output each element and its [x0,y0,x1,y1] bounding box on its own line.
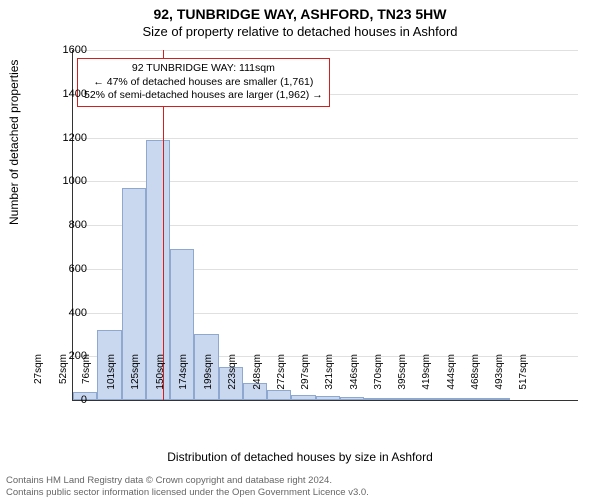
x-tick-label: 125sqm [130,354,141,404]
y-tick-label: 0 [51,394,87,406]
gridline [73,138,578,139]
x-tick-label: 346sqm [349,354,360,404]
x-tick-label: 150sqm [155,354,166,404]
x-tick-label: 174sqm [178,354,189,404]
y-tick-label: 800 [51,219,87,231]
chart-area: 92 TUNBRIDGE WAY: 111sqm ← 47% of detach… [72,50,577,400]
gridline [73,50,578,51]
x-tick-label: 272sqm [276,354,287,404]
footer-line2: Contains public sector information licen… [6,487,369,498]
y-tick-label: 600 [51,263,87,275]
x-tick-label: 199sqm [203,354,214,404]
x-tick-label: 248sqm [252,354,263,404]
chart-subtitle: Size of property relative to detached ho… [0,22,600,39]
y-tick-label: 1600 [51,44,87,56]
y-tick-label: 400 [51,307,87,319]
footer-attribution: Contains HM Land Registry data © Crown c… [6,475,369,498]
y-tick-label: 1000 [51,175,87,187]
y-tick-label: 1200 [51,132,87,144]
x-tick-label: 468sqm [470,354,481,404]
x-tick-label: 444sqm [446,354,457,404]
x-axis-label: Distribution of detached houses by size … [0,450,600,464]
reference-infobox: 92 TUNBRIDGE WAY: 111sqm ← 47% of detach… [77,58,330,107]
x-tick-label: 395sqm [397,354,408,404]
x-tick-label: 419sqm [421,354,432,404]
x-tick-label: 297sqm [300,354,311,404]
y-tick-label: 1400 [51,88,87,100]
x-tick-label: 321sqm [324,354,335,404]
x-tick-label: 370sqm [373,354,384,404]
x-tick-label: 101sqm [106,354,117,404]
infobox-line1: 92 TUNBRIDGE WAY: 111sqm [84,62,323,76]
x-tick-label: 517sqm [518,354,529,404]
x-tick-label: 27sqm [33,354,44,404]
chart-title: 92, TUNBRIDGE WAY, ASHFORD, TN23 5HW [0,0,600,22]
x-tick-label: 493sqm [494,354,505,404]
x-tick-label: 223sqm [227,354,238,404]
infobox-line2: ← 47% of detached houses are smaller (1,… [84,76,323,90]
footer-line1: Contains HM Land Registry data © Crown c… [6,475,369,486]
y-axis-label: Number of detached properties [7,60,21,225]
infobox-line3: 52% of semi-detached houses are larger (… [84,89,323,103]
y-tick-label: 200 [51,350,87,362]
